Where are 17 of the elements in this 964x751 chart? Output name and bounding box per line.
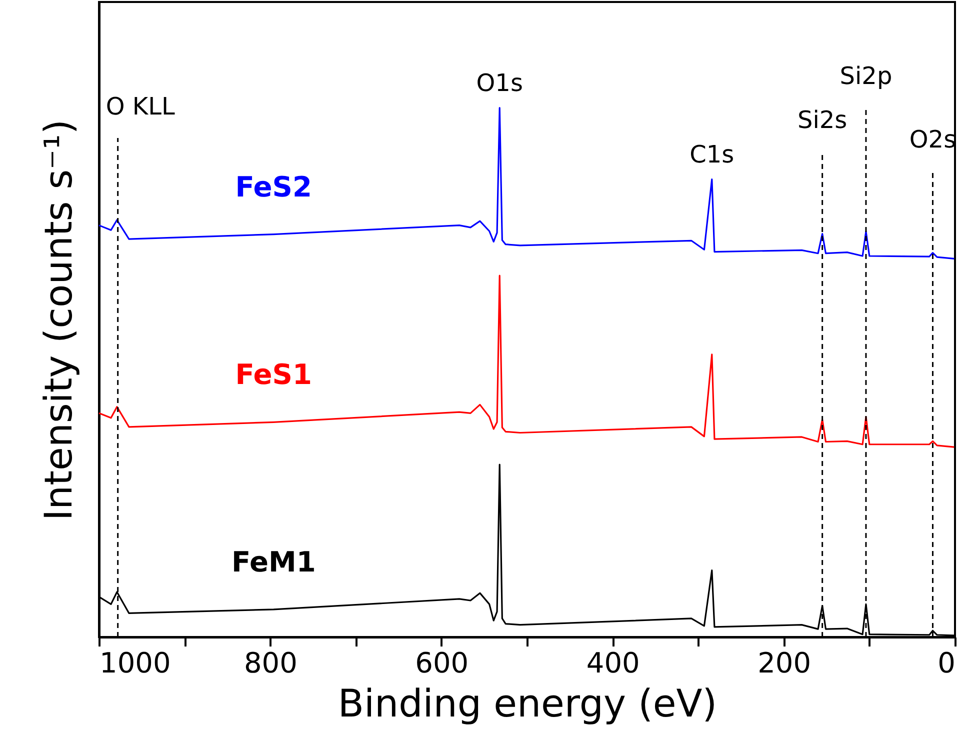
annotation: O1s	[476, 68, 523, 97]
ref-line-label: O KLL	[106, 92, 176, 120]
ref-line-label: Si2s	[797, 106, 848, 134]
x-tick-label: 800	[244, 646, 298, 680]
series-label: FeS1	[235, 358, 312, 392]
x-tick-label: 200	[758, 646, 812, 680]
annotation: C1s	[690, 140, 734, 168]
x-tick-label: 0	[938, 646, 956, 680]
x-tick-label: 600	[415, 646, 469, 680]
x-tick-label: 1000	[100, 646, 171, 680]
y-axis-title: Intensity (counts s⁻¹)	[36, 119, 80, 521]
ref-line-label: O2s	[909, 125, 956, 154]
series-label: FeM1	[231, 545, 316, 578]
series-label: FeS2	[235, 170, 312, 204]
x-axis-title: Binding energy (eV)	[338, 682, 718, 726]
x-tick-label: 400	[586, 646, 640, 680]
ref-line-label: Si2p	[840, 62, 892, 90]
